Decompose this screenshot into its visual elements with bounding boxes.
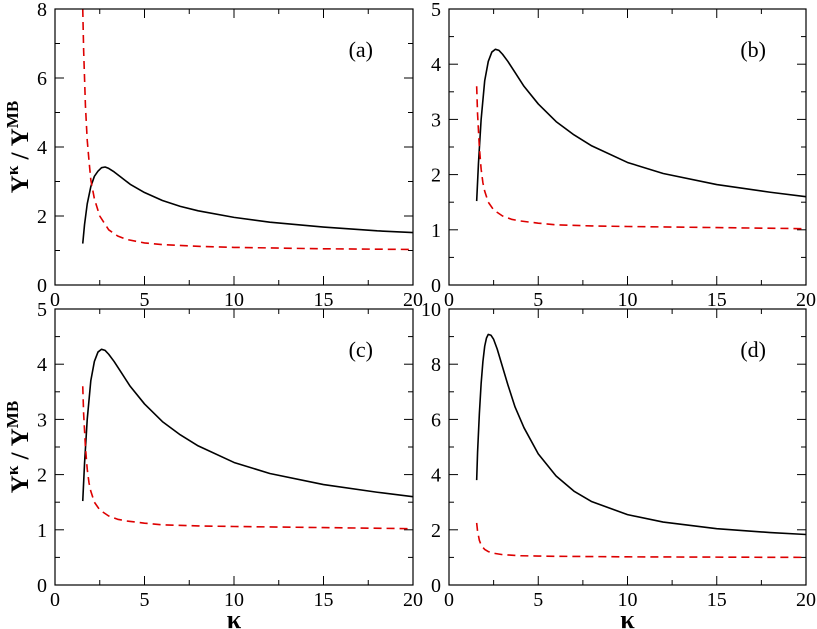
x-tick-label: 15 [707,289,727,311]
y-axis-label-part: Y [7,428,34,446]
panel-d: 0 5 10 15 20 0 2 4 6 8 10 (d) κ [421,299,816,629]
x-tick-label: 0 [444,289,454,311]
y-tick-label: 4 [37,137,47,159]
y-tick-label: 0 [37,275,47,297]
x-tick-label: 15 [707,589,727,611]
y-tick-label: 2 [431,165,441,187]
y-tick-label: 6 [431,409,441,431]
plot-frame [448,308,807,586]
y-axis-label-part: Y [7,128,34,146]
series-line-solid [81,166,413,244]
series-line-dashed [475,86,806,230]
y-tick-label: 2 [37,206,47,228]
y-tick-label: 1 [431,220,441,242]
y-tick-label: 0 [431,275,441,297]
y-tick-label: 8 [431,354,441,376]
y-tick-label: 2 [37,465,47,487]
y-axis-label-part: Y [7,475,34,493]
x-tick-label: 20 [403,589,423,611]
y-tick-label: 4 [37,354,47,376]
y-tick-label: 0 [431,575,441,597]
x-tick-label: 10 [224,589,244,611]
plot-frame [54,8,414,286]
series-line-dashed [475,522,806,559]
y-axis-label-sup: MB [3,101,22,128]
y-tick-label: 5 [431,0,441,21]
panel-label: (b) [740,37,766,62]
x-tick-label: 5 [533,589,543,611]
y-axis-label-sup: κ [3,165,22,175]
y-tick-label: 3 [37,409,47,431]
plot-frame [448,8,807,286]
y-axis-label-part: / [7,446,34,465]
x-tick-label: 10 [618,589,638,611]
series-line-solid [475,333,806,536]
y-axis-label-part: / [7,146,34,165]
panel-label: (c) [349,337,373,362]
panel-b: 0 5 10 15 20 0 1 2 3 4 5 (b) [431,0,816,311]
x-axis-label: κ [620,605,635,629]
x-tick-label: 10 [618,289,638,311]
y-tick-label: 8 [37,0,47,21]
series-line-solid [81,348,413,502]
series-line-dashed [81,9,413,251]
panel-label: (a) [349,37,373,62]
series-line-dashed [81,386,413,530]
x-tick-label: 20 [403,289,423,311]
y-axis-label-sup: κ [3,465,22,475]
y-tick-label: 4 [431,465,441,487]
x-tick-label: 20 [796,589,816,611]
y-tick-label: 1 [37,520,47,542]
plot-frame [54,308,414,586]
x-tick-label: 15 [314,589,334,611]
x-tick-label: 0 [50,289,60,311]
x-tick-label: 15 [314,289,334,311]
x-axis-label: κ [227,605,242,629]
x-tick-label: 10 [224,289,244,311]
y-tick-label: 5 [37,299,47,321]
x-tick-label: 5 [140,589,150,611]
y-tick-label: 4 [431,54,441,76]
y-tick-label: 2 [431,520,441,542]
x-tick-label: 20 [796,289,816,311]
series-line-solid [475,48,806,202]
y-tick-label: 10 [421,299,441,321]
panel-label: (d) [740,337,766,362]
y-tick-label: 6 [37,68,47,90]
y-axis-label-sup: MB [3,401,22,428]
x-tick-label: 5 [533,289,543,311]
y-axis-label-part: Y [7,175,34,193]
y-axis-label: Yκ / YMB [3,401,34,493]
x-tick-label: 5 [140,289,150,311]
y-axis-label: Yκ / YMB [3,101,34,193]
x-tick-label: 0 [444,589,454,611]
y-tick-label: 0 [37,575,47,597]
y-tick-label: 3 [431,109,441,131]
x-tick-label: 0 [50,589,60,611]
